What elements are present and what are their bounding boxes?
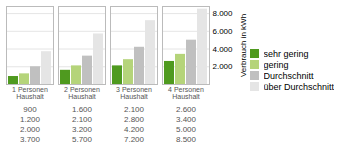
html-text:über Durchschnitt: über Durchschnitt (263, 81, 334, 92)
svg-text:2.000: 2.000 (213, 62, 234, 71)
svg-text:3.700: 3.700 (20, 135, 41, 144)
svg-text:900: 900 (23, 105, 37, 114)
svg-text:2 PersonenHaushalt: 2 PersonenHaushalt (64, 86, 100, 100)
html-text:gering: gering (263, 59, 289, 70)
svg-text:4.200: 4.200 (124, 125, 145, 134)
svg-text:5.000: 5.000 (176, 125, 197, 134)
html-text:sehr gering: sehr gering (263, 48, 309, 59)
html-text:Durchschnitt: Durchschnitt (263, 70, 314, 81)
svg-text:7.200: 7.200 (124, 135, 145, 144)
svg-text:2.800: 2.800 (124, 115, 145, 124)
svg-text:1.200: 1.200 (20, 115, 41, 124)
svg-text:2.600: 2.600 (176, 105, 197, 114)
svg-text:2.100: 2.100 (72, 115, 93, 124)
svg-text:5.700: 5.700 (72, 135, 93, 144)
svg-text:1.600: 1.600 (72, 105, 93, 114)
svg-text:3 PersonenHaushalt: 3 PersonenHaushalt (116, 86, 152, 100)
svg-text:6.000: 6.000 (213, 27, 234, 36)
svg-text:4.000: 4.000 (213, 45, 234, 54)
svg-text:Verbrauch in kWh: Verbrauch in kWh (239, 14, 248, 77)
svg-text:3.400: 3.400 (176, 115, 197, 124)
svg-text:4 PersonenHaushalt: 4 PersonenHaushalt (168, 86, 204, 100)
svg-text:8.500: 8.500 (176, 135, 197, 144)
svg-text:2.000: 2.000 (20, 125, 41, 134)
svg-text:3.200: 3.200 (72, 125, 93, 134)
svg-text:8.000: 8.000 (213, 9, 234, 18)
svg-text:2.100: 2.100 (124, 105, 145, 114)
svg-text:1 PersonenHaushalt: 1 PersonenHaushalt (12, 86, 48, 100)
